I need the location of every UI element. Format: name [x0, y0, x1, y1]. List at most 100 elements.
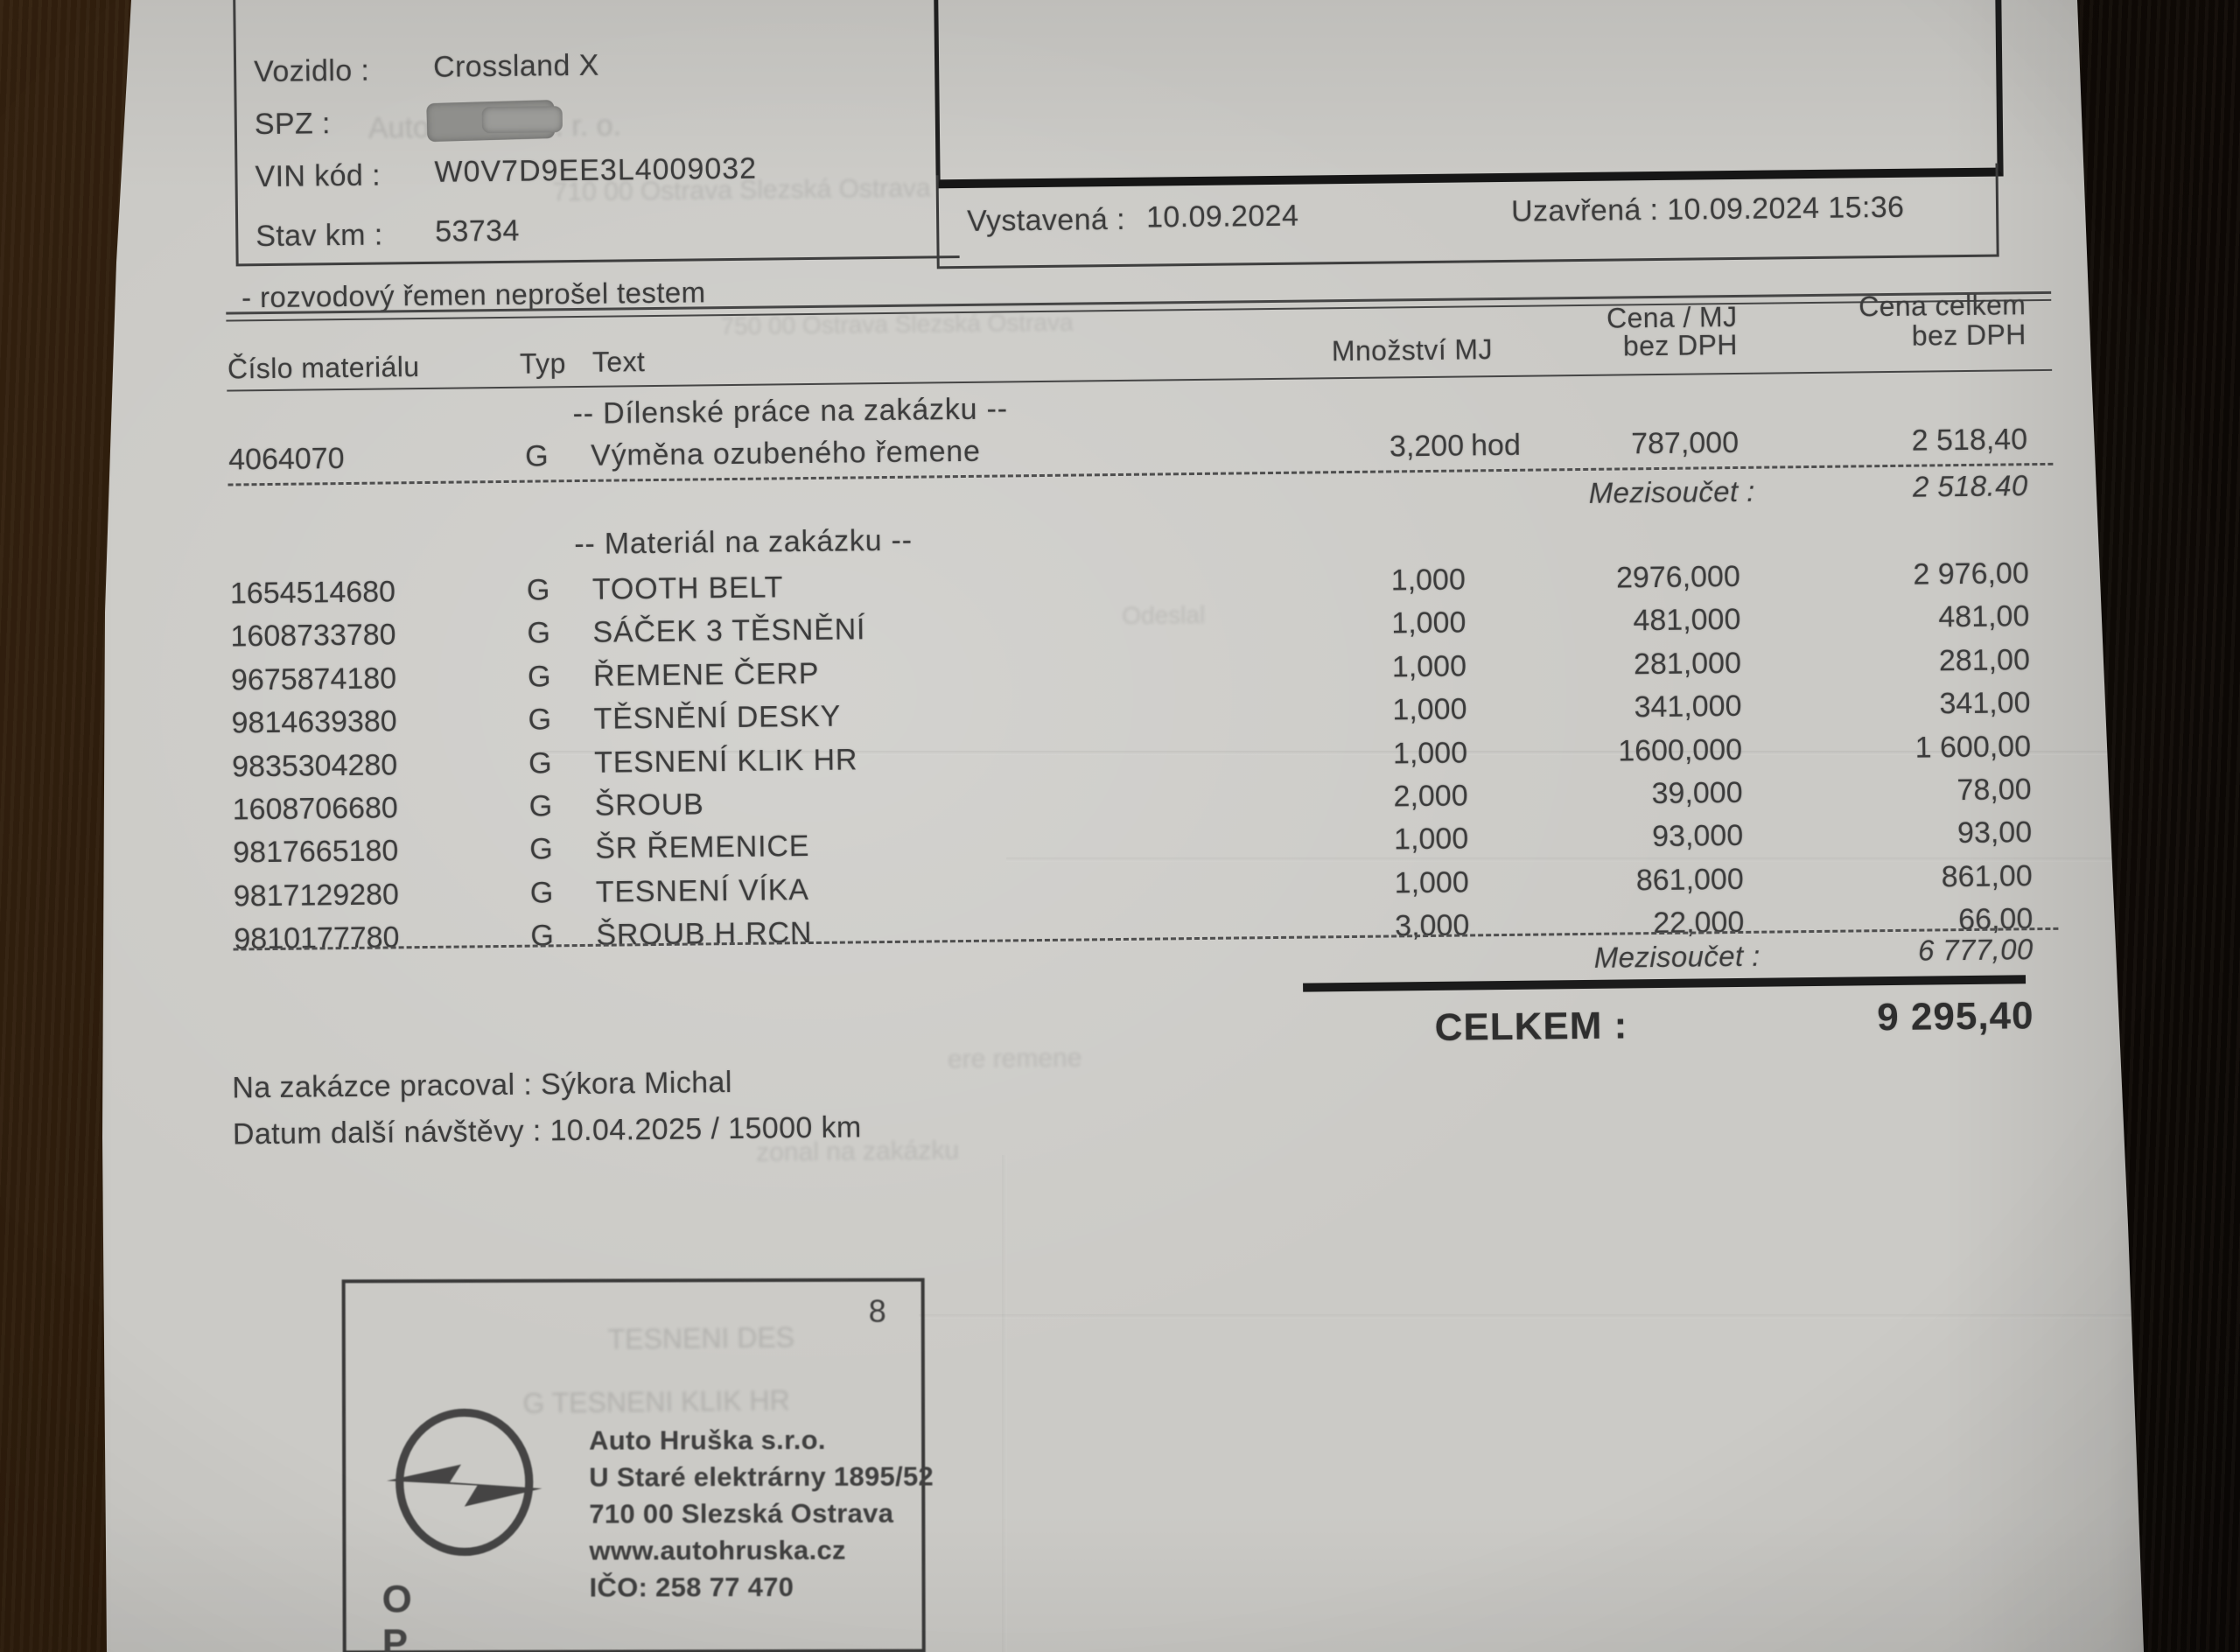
- cell-text: ŠROUB: [594, 788, 704, 822]
- vin-value: W0V7D9EE3L4009032: [434, 151, 758, 189]
- cell-code: 9675874180: [230, 662, 397, 697]
- cell-qty: 1,000: [1392, 736, 1468, 771]
- cell-unit-price: 22,000: [1653, 906, 1745, 941]
- section2-title: -- Materiál na zakázku --: [574, 523, 914, 562]
- cell-unit-price: 39,000: [1651, 775, 1743, 811]
- section1-title: -- Dílenské práce na zakázku --: [572, 392, 1009, 431]
- stamp-address1: U Staré elektrárny 1895/52: [589, 1460, 934, 1493]
- cell-type: G: [528, 746, 552, 780]
- cell-code: 4064070: [228, 442, 345, 477]
- closed-label-value: Uzavřená : 10.09.2024 15:36: [1510, 190, 1905, 228]
- issued-label: Vystavená :: [966, 202, 1126, 238]
- cell-unit-price: 341,000: [1634, 690, 1742, 724]
- cell-type: G: [528, 703, 552, 737]
- col-header-qty: Množství MJ: [1331, 333, 1494, 368]
- cell-unit-price: 93,000: [1651, 819, 1744, 854]
- cell-text: TOOTH BELT: [592, 570, 784, 606]
- cell-text: TESNENÍ VÍKA: [595, 872, 809, 909]
- cell-code: 1654514680: [229, 575, 396, 611]
- cell-unit-price: 1600,000: [1618, 732, 1743, 768]
- stamp-ico: IČO: 258 77 470: [589, 1572, 794, 1603]
- cell-type: G: [524, 439, 549, 473]
- cell-total: 93,00: [1956, 816, 2033, 850]
- col-header-type: Typ: [519, 347, 566, 380]
- cell-code: 9810177780: [234, 920, 400, 956]
- page-number: 8: [868, 1292, 886, 1329]
- plate-label: SPZ :: [254, 107, 332, 142]
- vehicle-value: Crossland X: [432, 48, 599, 84]
- cell-total: 2 976,00: [1913, 556, 2030, 592]
- cell-type: G: [526, 573, 550, 607]
- upper-empty-box: [933, 0, 2004, 189]
- subtotal1-value: 2 518.40: [1912, 469, 2028, 503]
- vehicle-label: Vozidlo :: [253, 53, 370, 89]
- subtotal2-label: Mezisoučet :: [1593, 939, 1760, 974]
- cell-type: G: [527, 616, 551, 651]
- cell-qty: 3,000: [1395, 908, 1470, 943]
- col-header-text: Text: [592, 346, 646, 378]
- cell-code: 9814639380: [231, 704, 397, 740]
- cell-type: G: [529, 832, 553, 867]
- cell-text: ŘEMENE ČERP: [592, 656, 820, 693]
- opel-logo-icon: [386, 1408, 542, 1557]
- cell-total: 281,00: [1938, 642, 2031, 678]
- stamp-address2: 710 00 Slezská Ostrava: [589, 1497, 894, 1530]
- cell-total: 341,00: [1939, 686, 2031, 721]
- cell-type: G: [530, 919, 555, 953]
- total-label: CELKEM :: [1434, 1004, 1628, 1049]
- cell-total: 2 518,40: [1911, 423, 2028, 458]
- cell-qty: 1,000: [1391, 649, 1467, 684]
- opel-wordmark: O P E L: [382, 1578, 438, 1652]
- stamp-website: www.autohruska.cz: [589, 1534, 846, 1566]
- cell-text: ŠROUB H RCN: [596, 916, 813, 952]
- cell-total: 861,00: [1941, 858, 2033, 894]
- cell-qty: 2,000: [1393, 779, 1468, 814]
- plate-redaction-smudge: [481, 106, 563, 134]
- cell-unit-price: 861,000: [1635, 862, 1744, 898]
- col-header-total-2: bez DPH: [1911, 318, 2026, 352]
- cell-qty: 1,000: [1391, 606, 1466, 640]
- cell-qty: 1,000: [1394, 865, 1469, 900]
- cell-total: 78,00: [1956, 773, 2032, 808]
- cell-text: TĚSNĚNÍ DESKY: [593, 699, 842, 737]
- vin-label: VIN kód :: [255, 158, 382, 194]
- next-visit-line: Datum další návštěvy : 10.04.2025 / 1500…: [232, 1110, 862, 1152]
- col-header-code: Číslo materiálu: [227, 351, 420, 385]
- col-header-unit-price-2: bez DPH: [1622, 328, 1739, 362]
- total-value: 9 295,40: [1876, 994, 2034, 1040]
- cell-qty: 1,000: [1390, 563, 1466, 598]
- cell-code: 9817665180: [233, 834, 399, 870]
- cell-type: G: [527, 660, 551, 694]
- cell-text: SÁČEK 3 TĚSNĚNÍ: [592, 612, 866, 650]
- cell-code: 9817129280: [233, 878, 400, 914]
- cell-qty: 3,200: [1389, 429, 1465, 464]
- cell-unit-price: 481,000: [1633, 603, 1741, 638]
- cell-code: 1608733780: [230, 618, 396, 654]
- cell-unit-price: 787,000: [1630, 425, 1740, 461]
- odometer-label: Stav km :: [256, 218, 383, 254]
- cell-qty: 1,000: [1393, 822, 1469, 857]
- cell-code: 9835304280: [231, 747, 398, 784]
- cell-text: ŠR ŘEMENICE: [595, 830, 810, 866]
- cell-total: 1 600,00: [1914, 729, 2032, 765]
- issued-value: 10.09.2024: [1145, 199, 1299, 234]
- total-divider: [1303, 975, 2026, 992]
- divider: [227, 368, 2053, 392]
- cell-code: 1608706680: [232, 791, 399, 827]
- cell-qty: 1,000: [1392, 692, 1467, 727]
- cell-type: G: [529, 876, 554, 910]
- cell-unit-price: 2976,000: [1615, 559, 1741, 595]
- cell-unit-price: 281,000: [1633, 646, 1742, 682]
- subtotal2-value: 6 777,00: [1917, 933, 2034, 967]
- cell-total: 481,00: [1938, 599, 2030, 634]
- subtotal1-label: Mezisoučet :: [1588, 474, 1755, 509]
- ghost-text: ere remene: [947, 1043, 1082, 1074]
- worker-line: Na zakázce pracoval : Sýkora Michal: [232, 1066, 732, 1105]
- odometer-value: 53734: [435, 214, 521, 248]
- cell-text: TESNENÍ KLIK HR: [593, 742, 858, 780]
- cell-type: G: [528, 789, 553, 823]
- cell-text: Výměna ozubeného řemene: [590, 434, 981, 472]
